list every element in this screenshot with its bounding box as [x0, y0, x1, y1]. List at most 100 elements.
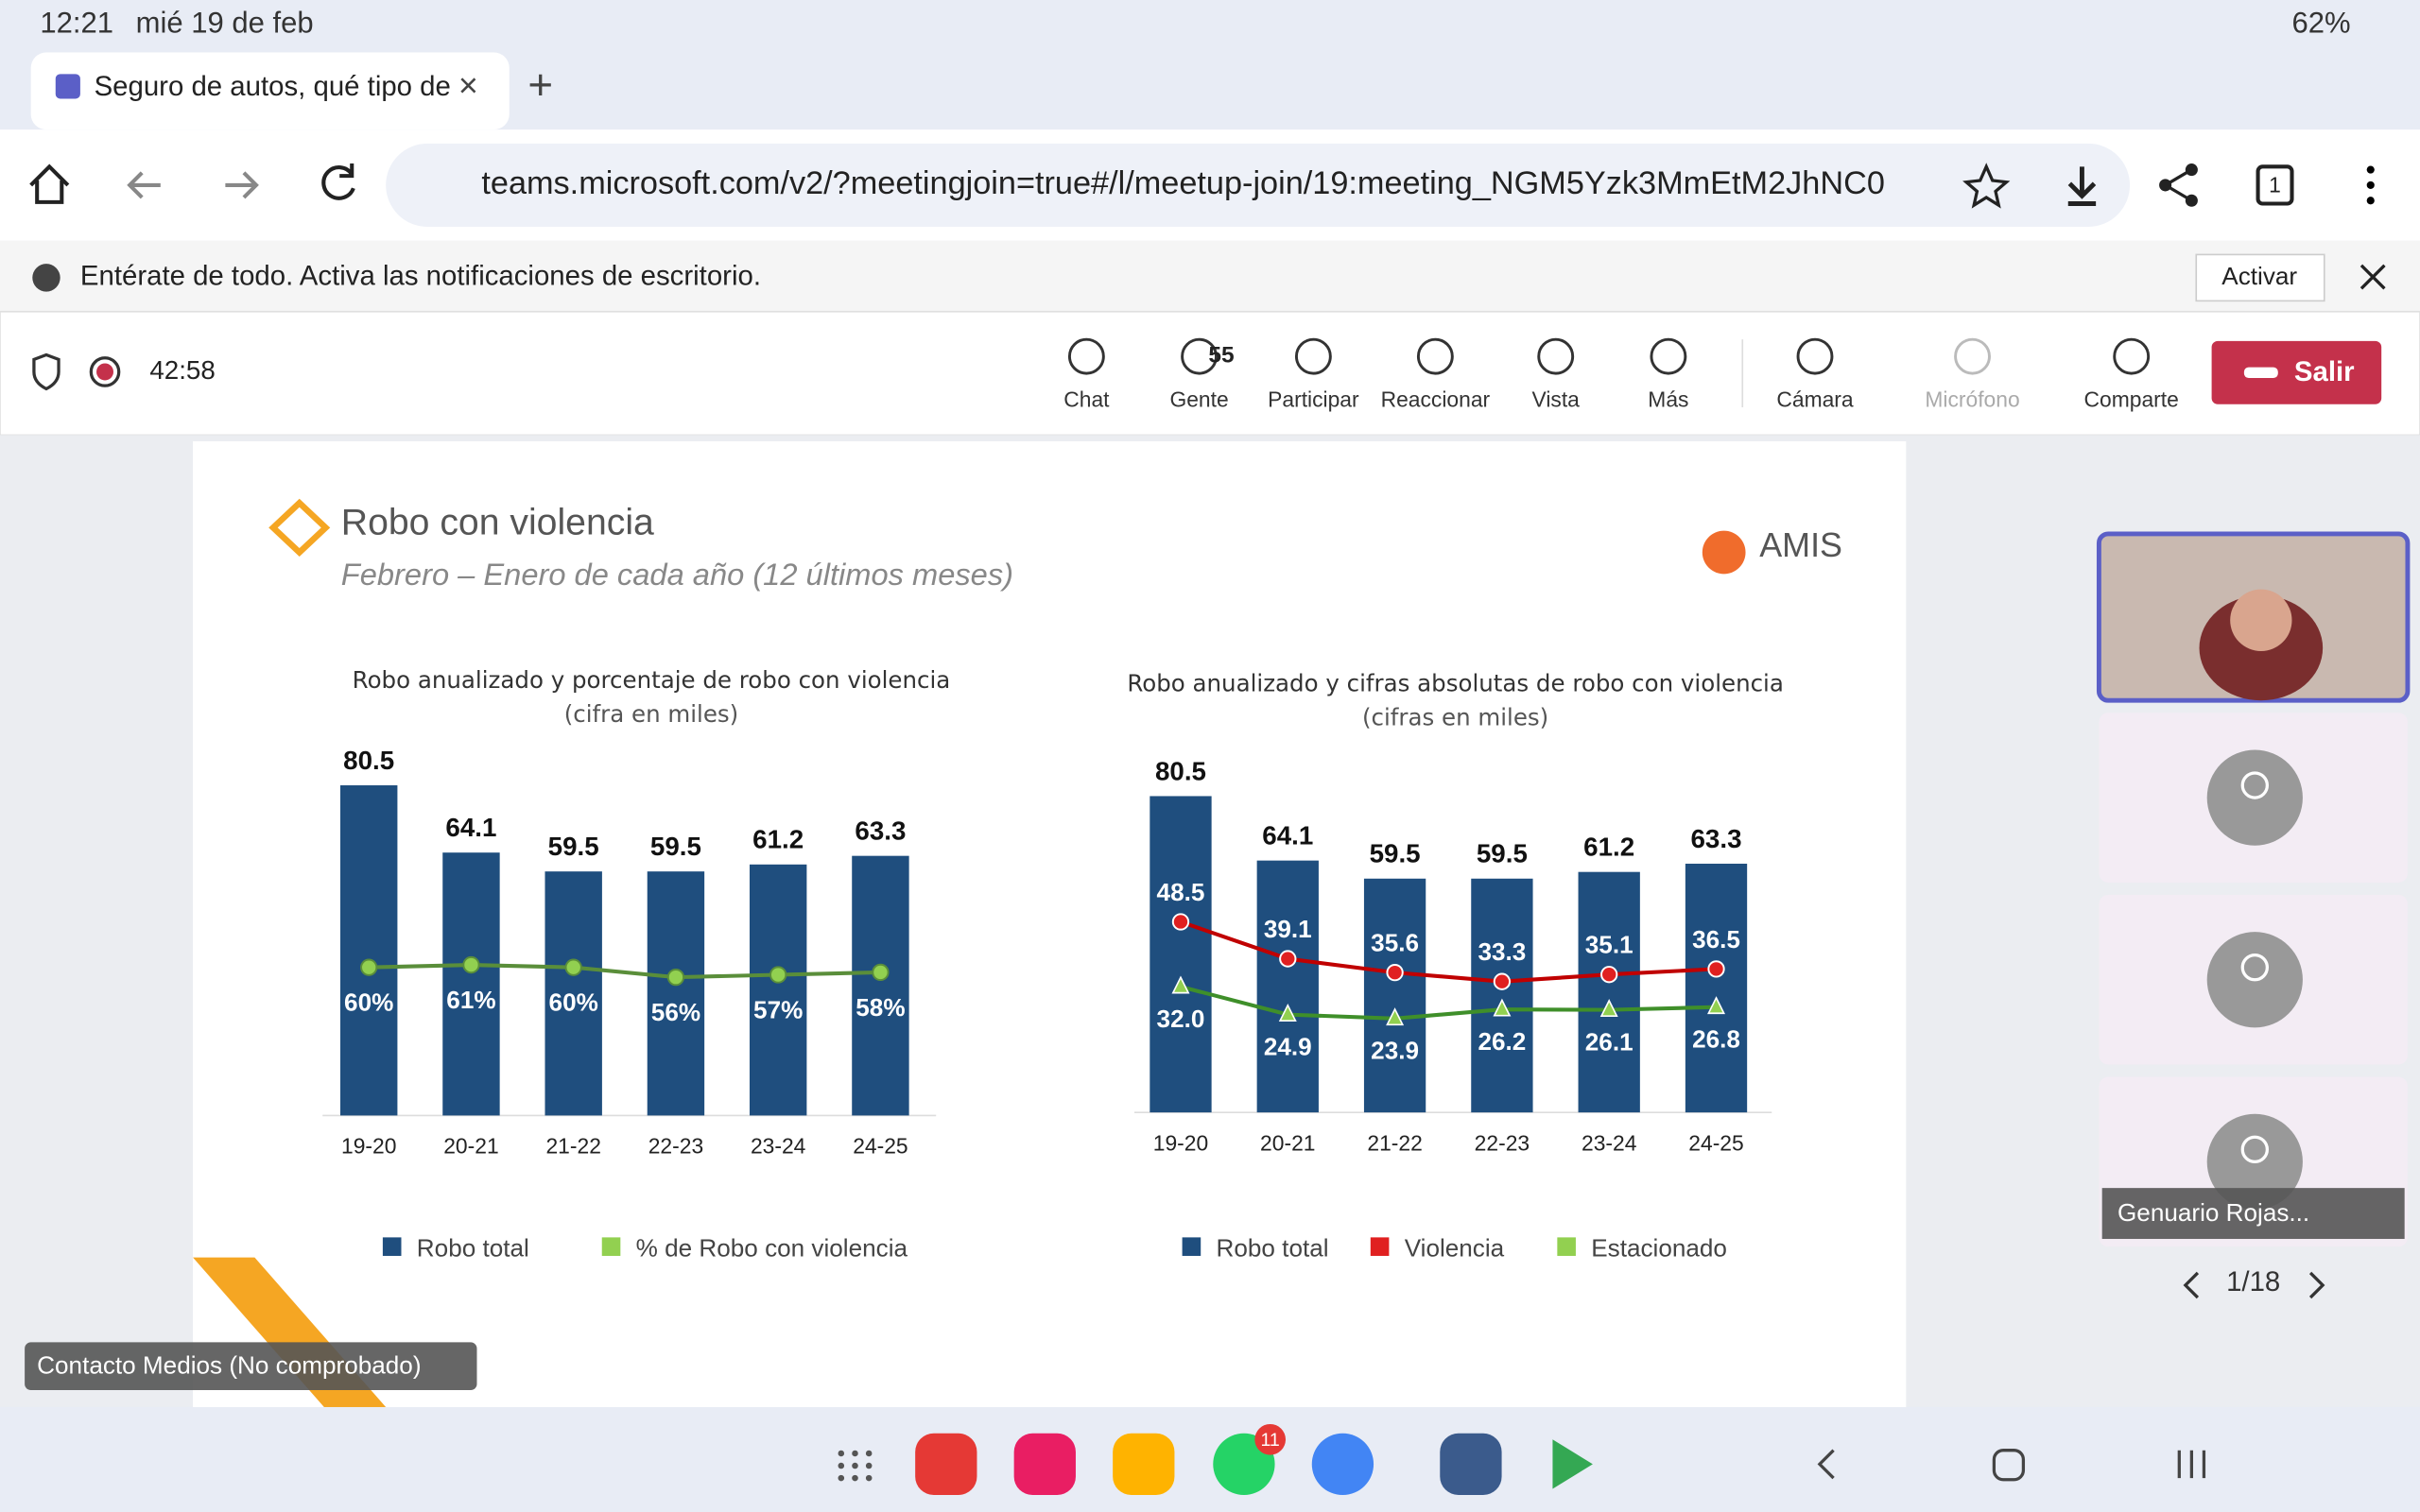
marker: [1386, 963, 1404, 982]
toolbar-label: Cámara: [1776, 387, 1854, 412]
notification-text: Entérate de todo. Activa las notificacio…: [80, 261, 761, 292]
share-button[interactable]: [2159, 163, 2198, 207]
data-label: 58%: [856, 993, 905, 1022]
chart-subtitle: (cifra en miles): [563, 700, 739, 729]
toolbar-icon: [1416, 337, 1454, 375]
data-label: 35.6: [1371, 929, 1419, 957]
x-tick-label: 23-24: [1582, 1130, 1637, 1155]
toolbar-label: Micrófono: [1925, 387, 2019, 412]
marker: [462, 955, 480, 974]
bar: [1471, 878, 1533, 1113]
tabs-button[interactable]: [2256, 164, 2294, 206]
x-tick-label: 20-21: [1260, 1130, 1315, 1155]
activate-button[interactable]: [2195, 253, 2325, 302]
avatar-head: [2240, 1135, 2269, 1164]
tab-close[interactable]: ×: [458, 66, 478, 105]
bar: [1363, 878, 1426, 1113]
x-tick-label: 21-22: [1367, 1130, 1422, 1155]
amis-logo-mark: [1702, 530, 1746, 575]
badge: [1254, 1423, 1286, 1455]
x-tick-label: 21-22: [545, 1134, 600, 1159]
home-button[interactable]: [29, 163, 70, 204]
participant-name: Genuario Rojas...: [2118, 1198, 2309, 1227]
chart-title-box: Robo anualizado y cifras absolutas de ro…: [1127, 670, 1784, 731]
pager-arrows[interactable]: [2183, 1271, 2325, 1299]
participant-face: [2230, 589, 2292, 651]
legend-label: Robo total: [1217, 1233, 1329, 1262]
marker: [1493, 998, 1512, 1017]
leave-button[interactable]: [2211, 340, 2382, 404]
x-tick-label: 19-20: [341, 1134, 396, 1159]
marker: [1279, 950, 1297, 968]
data-label: 59.5: [548, 832, 599, 861]
x-tick-label: 19-20: [1153, 1130, 1208, 1155]
tab-icon: [55, 74, 80, 99]
app-icon[interactable]: [1440, 1433, 1502, 1496]
slide-icon: [268, 498, 331, 557]
data-label: 57%: [753, 996, 803, 1024]
legend-swatch: [1370, 1237, 1390, 1256]
url: teams.microsoft.com/v2/?meetingjoin=true…: [481, 165, 1884, 201]
data-label: 59.5: [1477, 839, 1528, 868]
data-label: 26.8: [1692, 1025, 1740, 1054]
nav-home[interactable]: [1992, 1449, 2026, 1482]
address-bar[interactable]: [386, 143, 2131, 227]
chart-subtitle: (cifras en miles): [1361, 703, 1549, 731]
toolbar-icon: [1181, 337, 1218, 375]
bar: [442, 852, 500, 1116]
bar: [544, 871, 602, 1116]
data-label: 59.5: [650, 832, 701, 861]
data-label: 48.5: [1157, 878, 1205, 906]
marker: [360, 958, 378, 976]
app-icon[interactable]: [1113, 1433, 1175, 1496]
app-drawer[interactable]: [838, 1450, 873, 1482]
download-button[interactable]: [2067, 166, 2097, 206]
tab-title: Seguro de autos, qué tipo de: [95, 71, 451, 102]
bar: [1578, 871, 1640, 1113]
record-dot: [96, 363, 113, 381]
back-button[interactable]: [127, 171, 161, 199]
new-tab[interactable]: +: [527, 60, 553, 109]
toolbar-icon: [1067, 337, 1105, 375]
app-icon[interactable]: [1013, 1433, 1076, 1496]
marker: [1600, 966, 1618, 984]
notification-bar: [0, 240, 2420, 312]
data-label: 56%: [651, 998, 700, 1026]
app-icon[interactable]: [1311, 1433, 1374, 1496]
marker: [1599, 999, 1618, 1017]
nav-back[interactable]: [1817, 1449, 1835, 1480]
marker: [1707, 996, 1725, 1015]
line: [1180, 985, 1717, 1021]
data-label: 60%: [344, 988, 393, 1017]
hangup-icon: [2243, 367, 2278, 378]
marker: [1707, 960, 1725, 978]
app-icon[interactable]: [915, 1433, 977, 1496]
page-indicator: 1/18: [2226, 1266, 2280, 1297]
forward-button[interactable]: [225, 171, 259, 199]
toolbar-label: Participar: [1268, 387, 1359, 412]
x-tick-label: 23-24: [751, 1134, 806, 1159]
menu-button[interactable]: [2366, 165, 2375, 205]
marker: [666, 968, 685, 987]
reload-button[interactable]: [321, 163, 355, 200]
data-label: 80.5: [1155, 756, 1206, 785]
bar: [1256, 860, 1319, 1113]
legend-label: Robo total: [417, 1233, 529, 1262]
data-label: 24.9: [1264, 1032, 1312, 1060]
data-label: 61%: [446, 986, 495, 1014]
data-label: 39.1: [1264, 915, 1312, 943]
bookmark-button[interactable]: [1962, 163, 2011, 209]
notification-close[interactable]: [2360, 264, 2386, 290]
activate-label: Activar: [2221, 262, 2297, 290]
chart-title: Robo anualizado y porcentaje de robo con…: [352, 666, 951, 695]
app-icon[interactable]: [1552, 1439, 1593, 1489]
nav-recents[interactable]: [2177, 1450, 2206, 1479]
toolbar-icon: [1796, 337, 1834, 375]
marker: [872, 963, 890, 982]
line: [369, 963, 881, 980]
people-count: 55: [1208, 343, 1234, 369]
tab[interactable]: [30, 52, 510, 130]
leave-label: Salir: [2294, 356, 2355, 387]
toolbar-icon: [1537, 337, 1575, 375]
presenter-tag: [25, 1342, 477, 1391]
